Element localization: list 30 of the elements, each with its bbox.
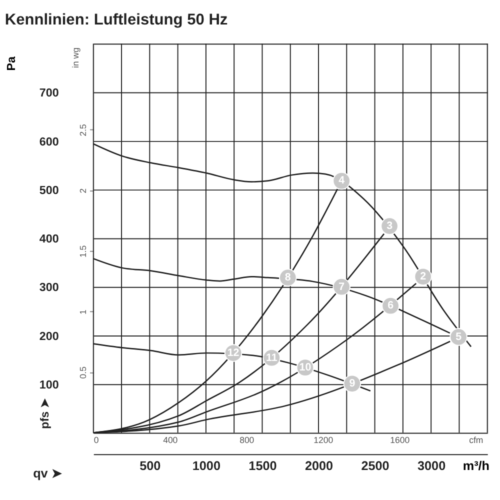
text: pfs ➤ <box>38 397 52 429</box>
y-tick-label: 500 <box>39 184 59 197</box>
y-tick-label: 600 <box>39 135 59 148</box>
y-tick-label: 700 <box>39 86 59 100</box>
x2-axis-title: cfm <box>469 434 484 445</box>
y2-tick-label: 2 <box>78 188 88 194</box>
x-tick-label: 3000 <box>418 459 446 474</box>
y2-axis-title: in wg <box>70 47 80 68</box>
x2-tick-label: 800 <box>240 434 254 445</box>
x-tick-label: 500 <box>140 459 161 474</box>
y2-tick-label: 2.5 <box>78 124 88 136</box>
x-tick-label: 1500 <box>248 459 277 474</box>
text: qv ➤ <box>33 466 62 481</box>
y-axis-title: Pa <box>5 56 18 71</box>
y-tick-label: 100 <box>39 378 59 392</box>
x-tick-label: 2000 <box>304 459 334 474</box>
x-tick-label: 2500 <box>361 459 390 474</box>
y-tick-label: 400 <box>39 232 59 246</box>
chart-title: Kennlinien: Luftleistung 50 Hz <box>4 11 228 28</box>
y2-tick-label: 0.5 <box>78 366 88 379</box>
x2-tick-label: 1200 <box>314 434 334 445</box>
y2-tick-label: 1.5 <box>78 245 88 258</box>
x2-tick-label: 0 <box>94 434 99 445</box>
x-tick-label: 1000 <box>192 459 220 474</box>
x2-tick-label: 400 <box>163 434 178 445</box>
y-tick-label: 200 <box>39 330 59 343</box>
x-axis-title: m³/h <box>462 459 490 474</box>
y-tick-label: 300 <box>39 281 59 294</box>
y2-tick-label: 1 <box>78 309 88 314</box>
x2-tick-label: 1600 <box>390 434 410 445</box>
